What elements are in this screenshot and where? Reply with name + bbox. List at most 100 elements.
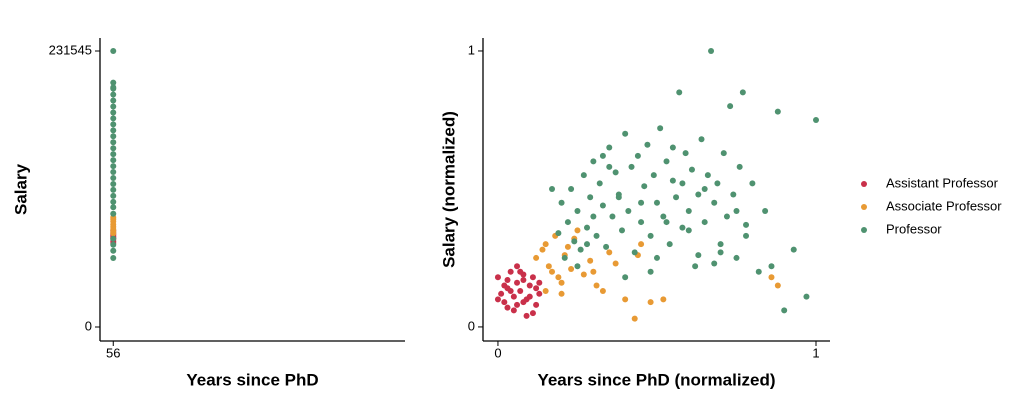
point: [730, 191, 737, 198]
legend-marker: [861, 204, 867, 210]
point: [520, 277, 527, 284]
x-axis-title: Years since PhD: [186, 370, 318, 389]
point: [701, 185, 708, 192]
point: [110, 169, 117, 176]
point: [587, 194, 594, 201]
point: [584, 241, 591, 248]
point: [110, 198, 117, 205]
point: [679, 180, 686, 187]
point: [638, 241, 645, 248]
point: [781, 307, 788, 314]
point: [504, 304, 511, 311]
point: [634, 152, 641, 159]
point: [717, 241, 724, 248]
point: [685, 227, 692, 234]
point: [733, 208, 740, 215]
point: [774, 108, 781, 115]
point: [529, 310, 536, 317]
point: [685, 208, 692, 215]
point: [647, 299, 654, 306]
legend-marker: [861, 181, 867, 187]
point: [523, 296, 530, 303]
point: [494, 296, 501, 303]
legend-marker: [861, 227, 867, 233]
point: [110, 79, 117, 86]
point: [622, 296, 629, 303]
point: [666, 241, 673, 248]
point: [549, 268, 556, 275]
point: [638, 219, 645, 226]
point: [727, 103, 734, 110]
legend-label: Assistant Professor: [886, 175, 999, 190]
point: [517, 288, 524, 295]
point: [612, 169, 619, 176]
legend-label: Associate Professor: [886, 198, 1002, 213]
point: [631, 315, 638, 322]
point: [618, 227, 625, 234]
point: [498, 290, 505, 297]
point: [514, 301, 521, 308]
point: [743, 221, 750, 228]
point: [564, 243, 571, 250]
point: [590, 268, 597, 275]
point: [564, 219, 571, 226]
point: [657, 125, 664, 132]
point: [494, 274, 501, 281]
point: [641, 183, 648, 190]
point: [110, 175, 117, 182]
point: [507, 268, 514, 275]
point: [647, 232, 654, 239]
point: [704, 172, 711, 179]
point: [631, 249, 638, 256]
point: [692, 263, 699, 270]
y-tick-label: 1: [468, 42, 475, 57]
point: [545, 263, 552, 270]
point: [568, 185, 575, 192]
point: [501, 299, 508, 306]
point: [743, 232, 750, 239]
point: [596, 180, 603, 187]
point: [739, 89, 746, 96]
point: [599, 202, 606, 209]
point: [110, 115, 117, 122]
point: [813, 116, 820, 123]
point: [695, 191, 702, 198]
point: [526, 282, 533, 289]
point: [628, 163, 635, 170]
point: [110, 204, 117, 211]
point: [574, 208, 581, 215]
point: [660, 213, 667, 220]
point: [529, 274, 536, 281]
point: [555, 274, 562, 281]
point: [590, 213, 597, 220]
point: [593, 232, 600, 239]
point: [110, 47, 117, 54]
point: [599, 152, 606, 159]
point: [580, 271, 587, 278]
y-tick-label: 0: [85, 318, 92, 333]
point: [110, 103, 117, 110]
point: [736, 163, 743, 170]
point: [558, 290, 565, 297]
point: [533, 254, 540, 261]
point: [110, 235, 117, 242]
point: [571, 238, 578, 245]
point: [514, 263, 521, 270]
point: [110, 163, 117, 170]
point: [606, 249, 613, 256]
point: [612, 260, 619, 267]
point: [110, 157, 117, 164]
point: [679, 224, 686, 231]
point: [609, 213, 616, 220]
point: [695, 252, 702, 259]
point: [774, 282, 781, 289]
point: [580, 172, 587, 179]
point: [669, 177, 676, 184]
point: [110, 255, 117, 262]
point: [701, 219, 708, 226]
point: [110, 127, 117, 134]
point: [768, 263, 775, 270]
point: [555, 230, 562, 237]
point: [533, 285, 540, 292]
